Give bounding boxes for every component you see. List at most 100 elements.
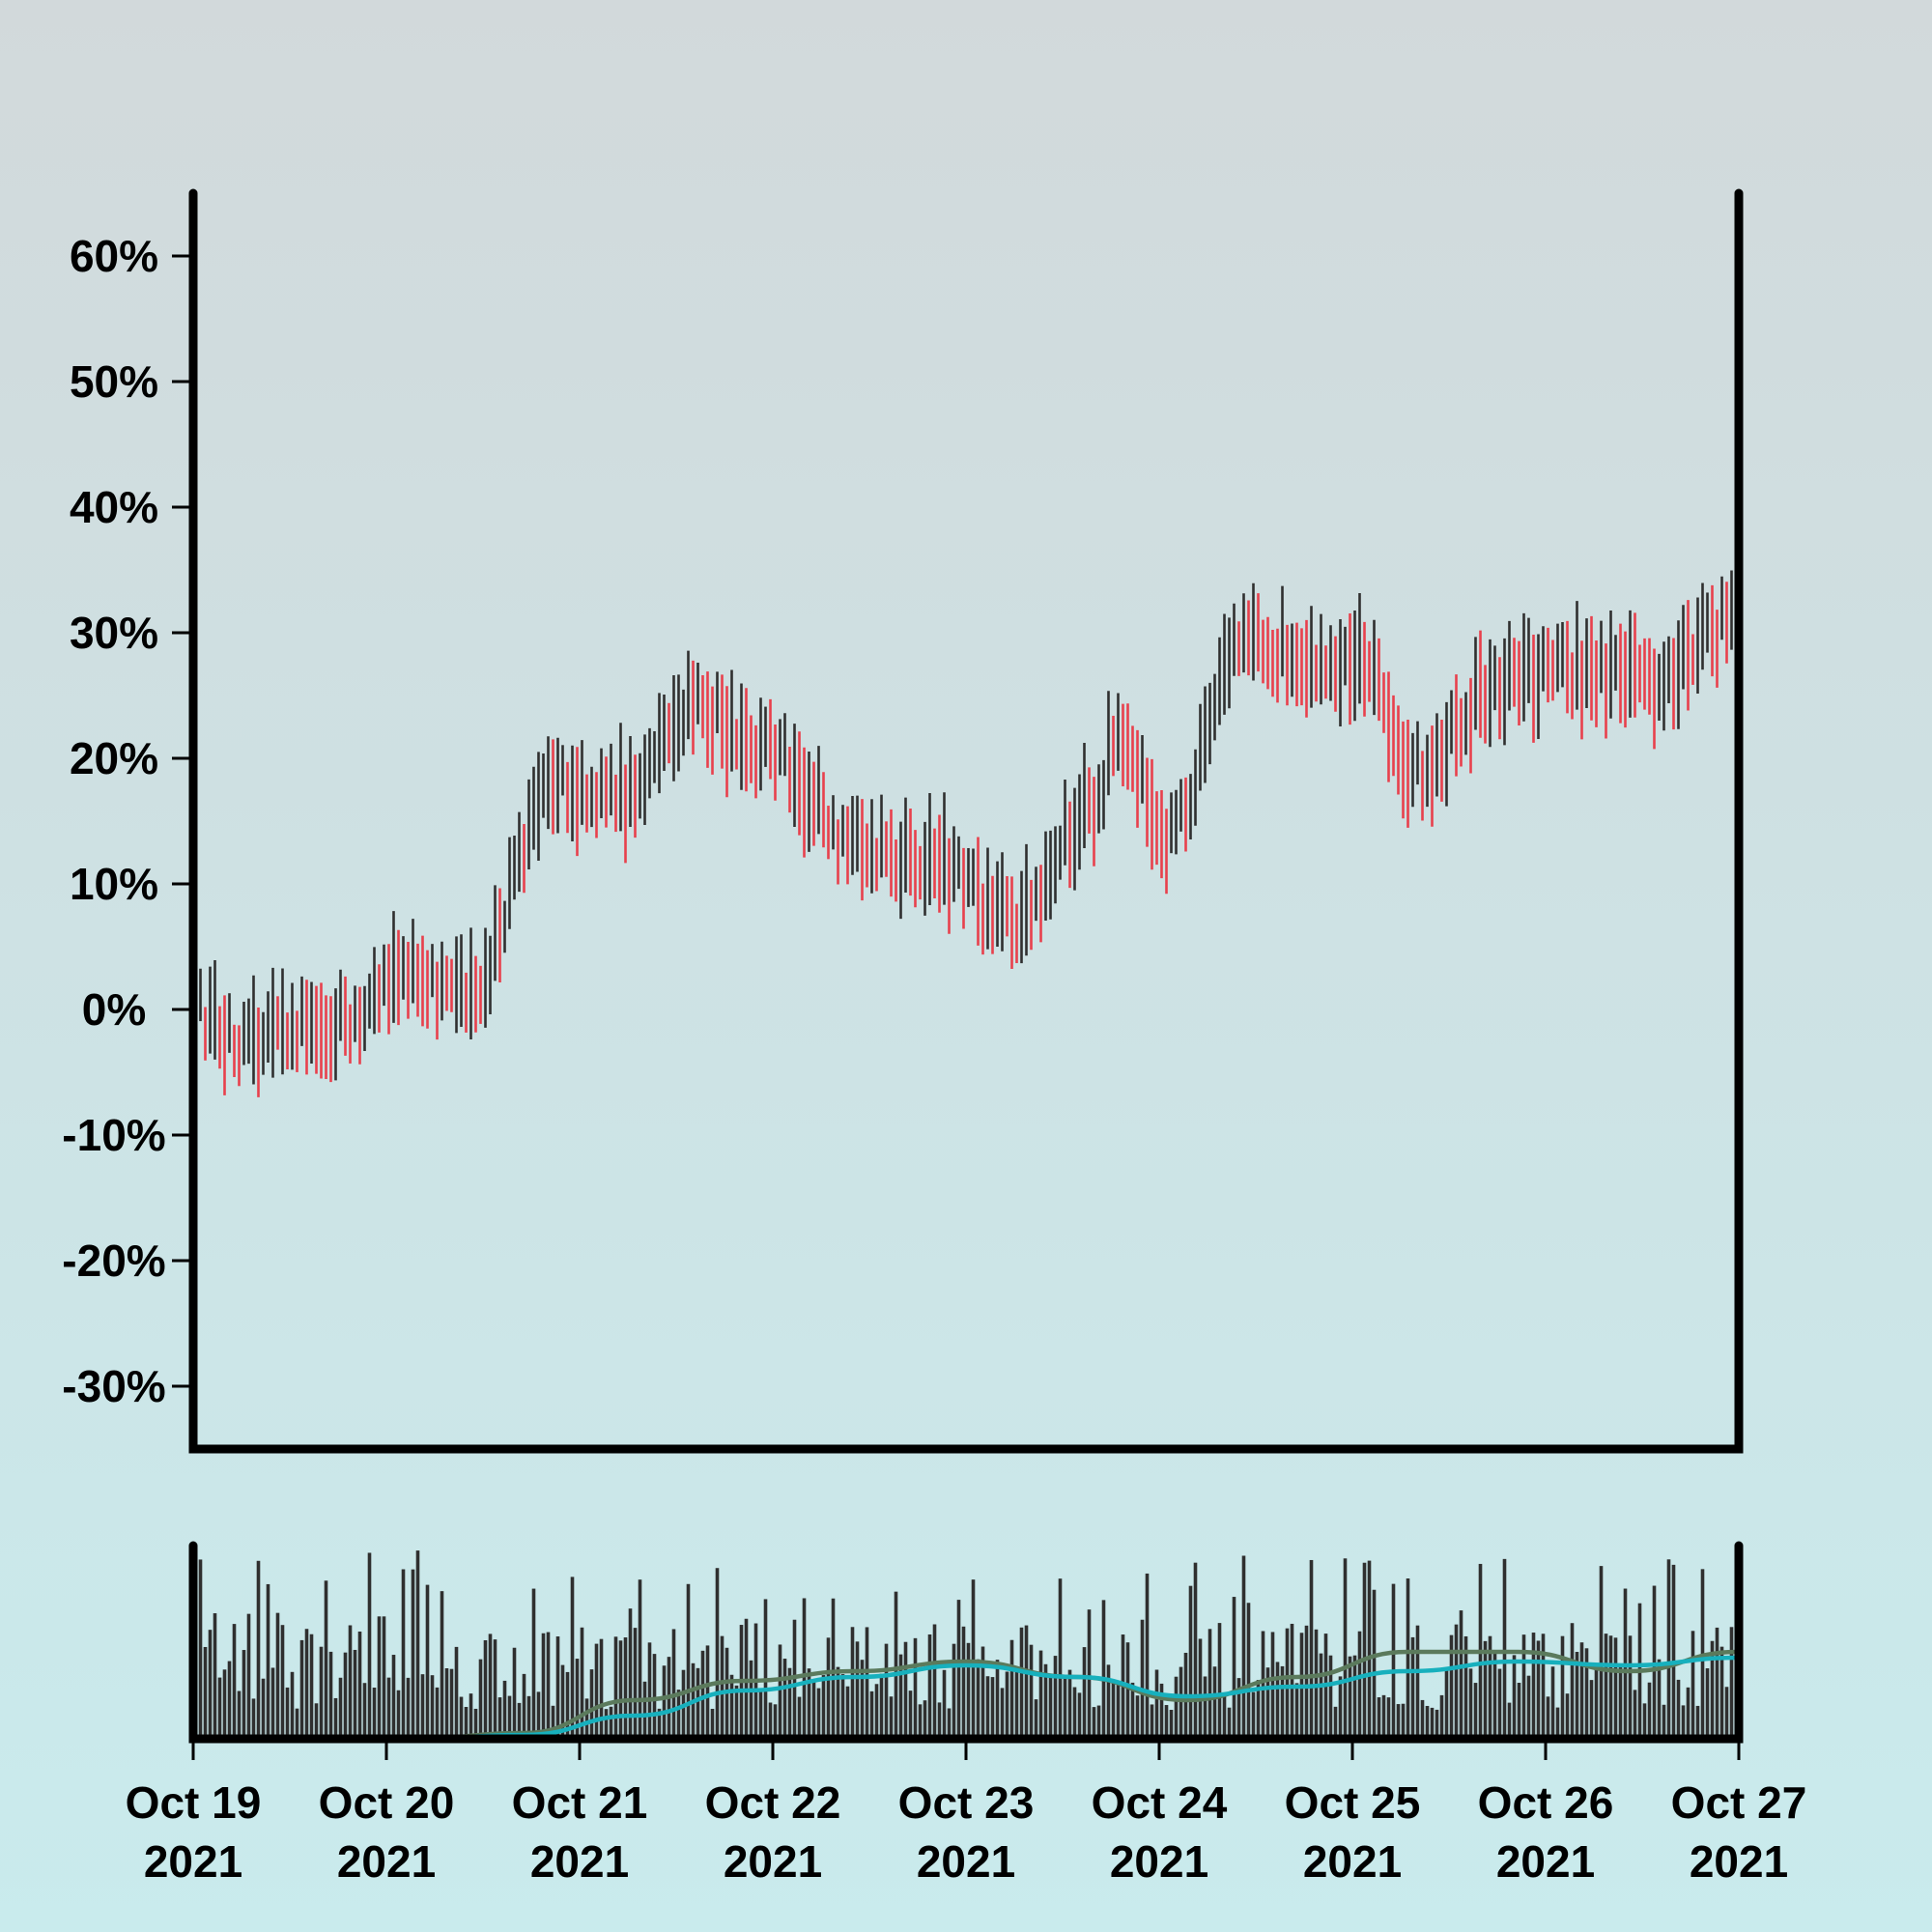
volume-bar [855,1641,860,1739]
volume-bar [976,1659,980,1739]
x-tick-label: Oct 21 [512,1777,648,1828]
volume-bar [280,1625,285,1739]
volume-bar [623,1637,628,1739]
volume-bar [1009,1639,1014,1739]
volume-bar [1439,1694,1444,1739]
volume-bar [536,1691,541,1739]
volume-bar [1642,1703,1647,1739]
volume-bar [787,1667,792,1739]
volume-bar [382,1616,386,1739]
volume-bar [942,1669,947,1739]
volume-bar [555,1636,560,1739]
volume-bar [1111,1683,1116,1739]
volume-bar [565,1671,570,1739]
volume-bar [763,1599,768,1739]
volume-bar [1666,1559,1671,1739]
volume-bar [251,1698,256,1739]
volume-bar [913,1637,918,1739]
volume-bar [551,1705,555,1739]
volume-bar [401,1569,406,1739]
volume-bar [874,1684,879,1739]
volume-bar [831,1598,836,1739]
volume-bar [299,1639,304,1739]
x-tick-label-year: 2021 [530,1836,629,1887]
x-tick-label: Oct 22 [705,1777,841,1828]
x-tick-label-year: 2021 [144,1836,242,1887]
volume-bar [980,1646,985,1739]
volume-bar [918,1704,923,1739]
volume-bar [1565,1693,1570,1739]
x-axis: Oct 19 2021 Oct 20 2021 Oct 21 2021 Oct 22 2021… [126,1739,1806,1887]
volume-bar [1067,1669,1072,1739]
volume-bar [1261,1631,1265,1739]
volume-bar [1232,1597,1236,1739]
volume-bar [357,1631,362,1739]
volume-bar [811,1679,816,1739]
volume-bar [237,1690,242,1739]
x-tick-label-year: 2021 [1690,1836,1788,1887]
volume-bar [353,1649,357,1739]
volume-bar [1294,1683,1299,1739]
volume-bar [580,1627,584,1739]
volume-bar [1396,1704,1401,1739]
volume-bar [227,1661,232,1739]
volume-bar [1531,1633,1536,1739]
volume-bar [1024,1625,1029,1739]
volume-bar [1570,1623,1575,1739]
volume-bar [923,1700,927,1739]
volume-bar [1338,1676,1343,1739]
volume-bar [478,1659,483,1739]
volume-bar [454,1646,459,1739]
volume-bar [1159,1683,1164,1739]
y-tick-label: 10% [70,859,158,909]
volume-bar [720,1635,724,1739]
volume-bar [715,1568,720,1739]
volume-bar [638,1579,642,1739]
volume-bar [1550,1666,1555,1739]
x-tick-label-year: 2021 [337,1836,436,1887]
x-tick-label: Oct 26 [1478,1777,1614,1828]
volume-bar [367,1552,372,1739]
y-axis: 60% 50% 40% 30% 20% 10% 0% -10% -20% -30% [62,231,193,1411]
volume-bar [1333,1706,1338,1739]
volume-bar [1425,1705,1430,1739]
volume-bar [386,1677,391,1739]
volume-bar [1406,1578,1410,1739]
volume-bar [1174,1676,1179,1739]
volume-bar [1164,1705,1169,1739]
volume-bar [879,1673,884,1739]
volume-bar [845,1686,850,1739]
volume-bar [889,1696,894,1739]
volume-bar [778,1644,782,1739]
volume-bar [473,1708,478,1739]
volume-bar [1671,1564,1676,1739]
volume-bar [1029,1644,1034,1739]
volume-bar [1265,1667,1270,1739]
volume-bar [1536,1640,1541,1739]
volume-bar [1005,1671,1009,1739]
volume-bar [961,1626,966,1739]
volume-bar [1386,1697,1391,1739]
x-tick-label: Oct 20 [319,1777,455,1828]
volume-bar [1381,1694,1386,1739]
volume-bar [526,1695,531,1739]
volume-bar [1096,1705,1101,1739]
volume-bar [1000,1688,1005,1739]
volume-bar [894,1591,898,1739]
volume-bar [1116,1681,1121,1739]
volume-bar [1628,1635,1633,1739]
y-tick-label: -20% [62,1236,165,1286]
volume-bar [797,1696,802,1739]
volume-bar [570,1577,575,1739]
volume-bar [1227,1707,1232,1739]
volume-bar [411,1569,415,1739]
volume-bar [1309,1559,1314,1739]
volume-bar [1517,1683,1521,1739]
volume-bar [1343,1558,1348,1739]
volume-bar [1072,1687,1077,1739]
volume-bar [512,1647,517,1739]
volume-bar [1715,1627,1719,1739]
volume-bar [1077,1692,1082,1739]
volume-bar [541,1633,546,1739]
